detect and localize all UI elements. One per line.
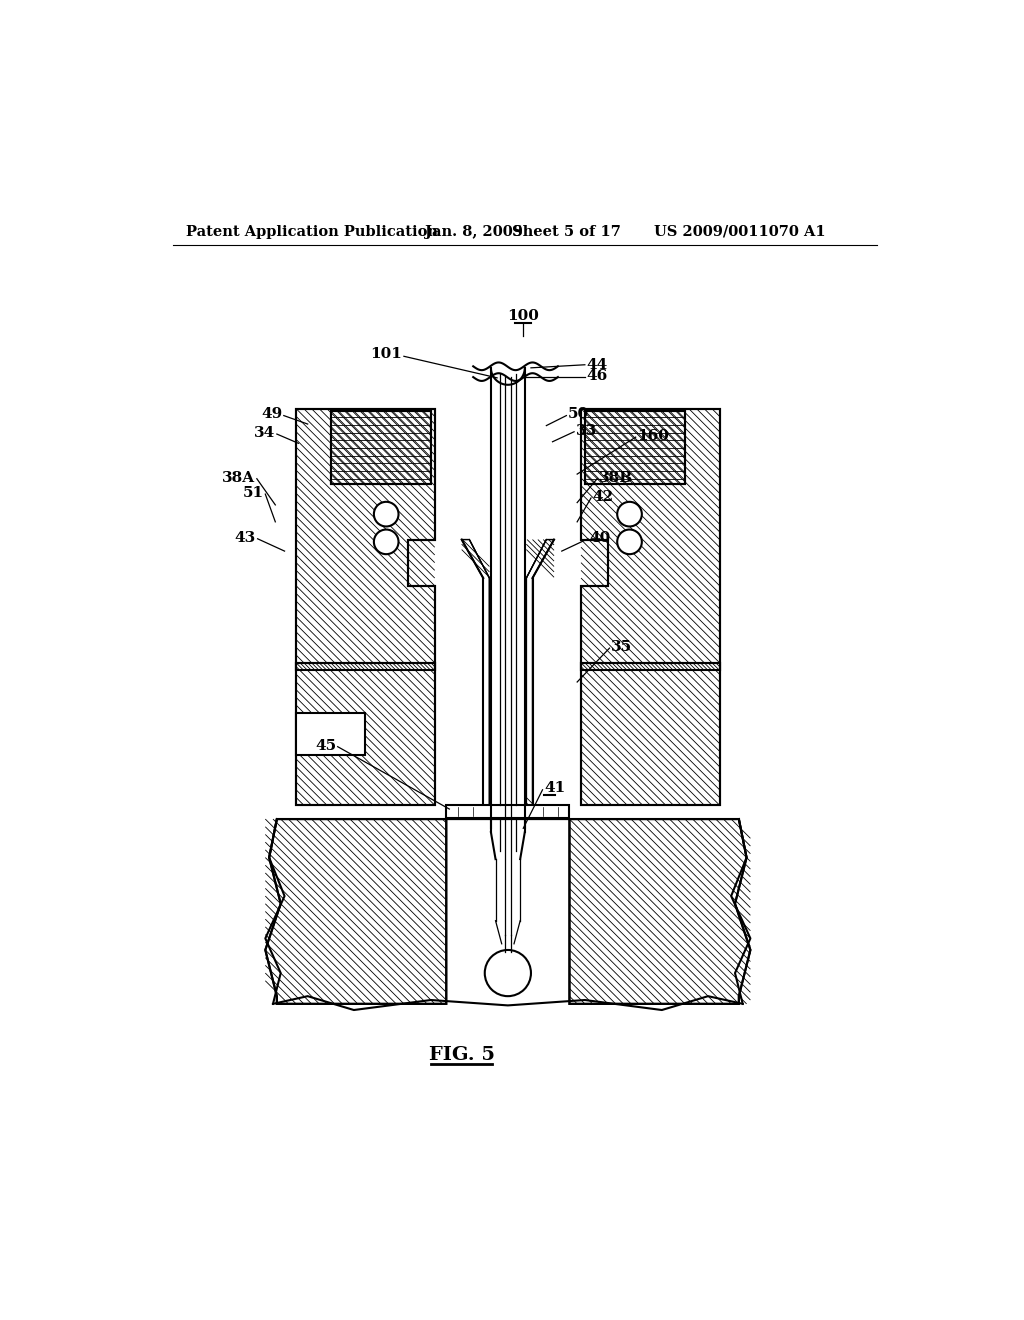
Text: 38A: 38A (222, 471, 255, 484)
Text: 101: 101 (371, 347, 402, 360)
Circle shape (617, 502, 642, 527)
Circle shape (484, 950, 531, 997)
Text: 51: 51 (243, 486, 264, 500)
Text: Sheet 5 of 17: Sheet 5 of 17 (512, 224, 621, 239)
Bar (296, 713, 366, 755)
Text: 49: 49 (261, 407, 283, 421)
Polygon shape (296, 409, 435, 671)
Polygon shape (569, 818, 751, 1003)
Text: 44: 44 (587, 358, 607, 372)
Text: 41: 41 (544, 781, 565, 795)
Circle shape (374, 502, 398, 527)
Text: FIG. 5: FIG. 5 (429, 1047, 495, 1064)
Circle shape (617, 529, 642, 554)
Text: 43: 43 (234, 531, 256, 545)
Polygon shape (526, 540, 554, 805)
Text: 34: 34 (254, 426, 275, 441)
Text: 50: 50 (568, 407, 589, 421)
Text: 100: 100 (507, 309, 540, 323)
Text: Patent Application Publication: Patent Application Publication (186, 224, 438, 239)
Polygon shape (585, 411, 685, 484)
Polygon shape (296, 663, 435, 805)
Text: 35: 35 (611, 640, 632, 655)
Text: 38B: 38B (599, 471, 633, 484)
Polygon shape (581, 409, 720, 671)
Text: US 2009/0011070 A1: US 2009/0011070 A1 (654, 224, 825, 239)
Text: Jan. 8, 2009: Jan. 8, 2009 (425, 224, 523, 239)
Text: 160: 160 (637, 429, 669, 442)
Bar (446, 805, 569, 817)
Polygon shape (462, 540, 489, 805)
Text: 42: 42 (593, 490, 613, 504)
Text: 40: 40 (590, 531, 610, 545)
Text: 45: 45 (315, 739, 336, 752)
Polygon shape (265, 818, 446, 1003)
Polygon shape (331, 411, 431, 484)
Text: 33: 33 (575, 424, 597, 438)
Polygon shape (581, 663, 720, 805)
Circle shape (374, 529, 398, 554)
Text: 46: 46 (587, 370, 607, 383)
